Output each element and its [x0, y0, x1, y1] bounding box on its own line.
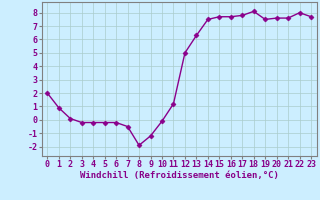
- X-axis label: Windchill (Refroidissement éolien,°C): Windchill (Refroidissement éolien,°C): [80, 171, 279, 180]
